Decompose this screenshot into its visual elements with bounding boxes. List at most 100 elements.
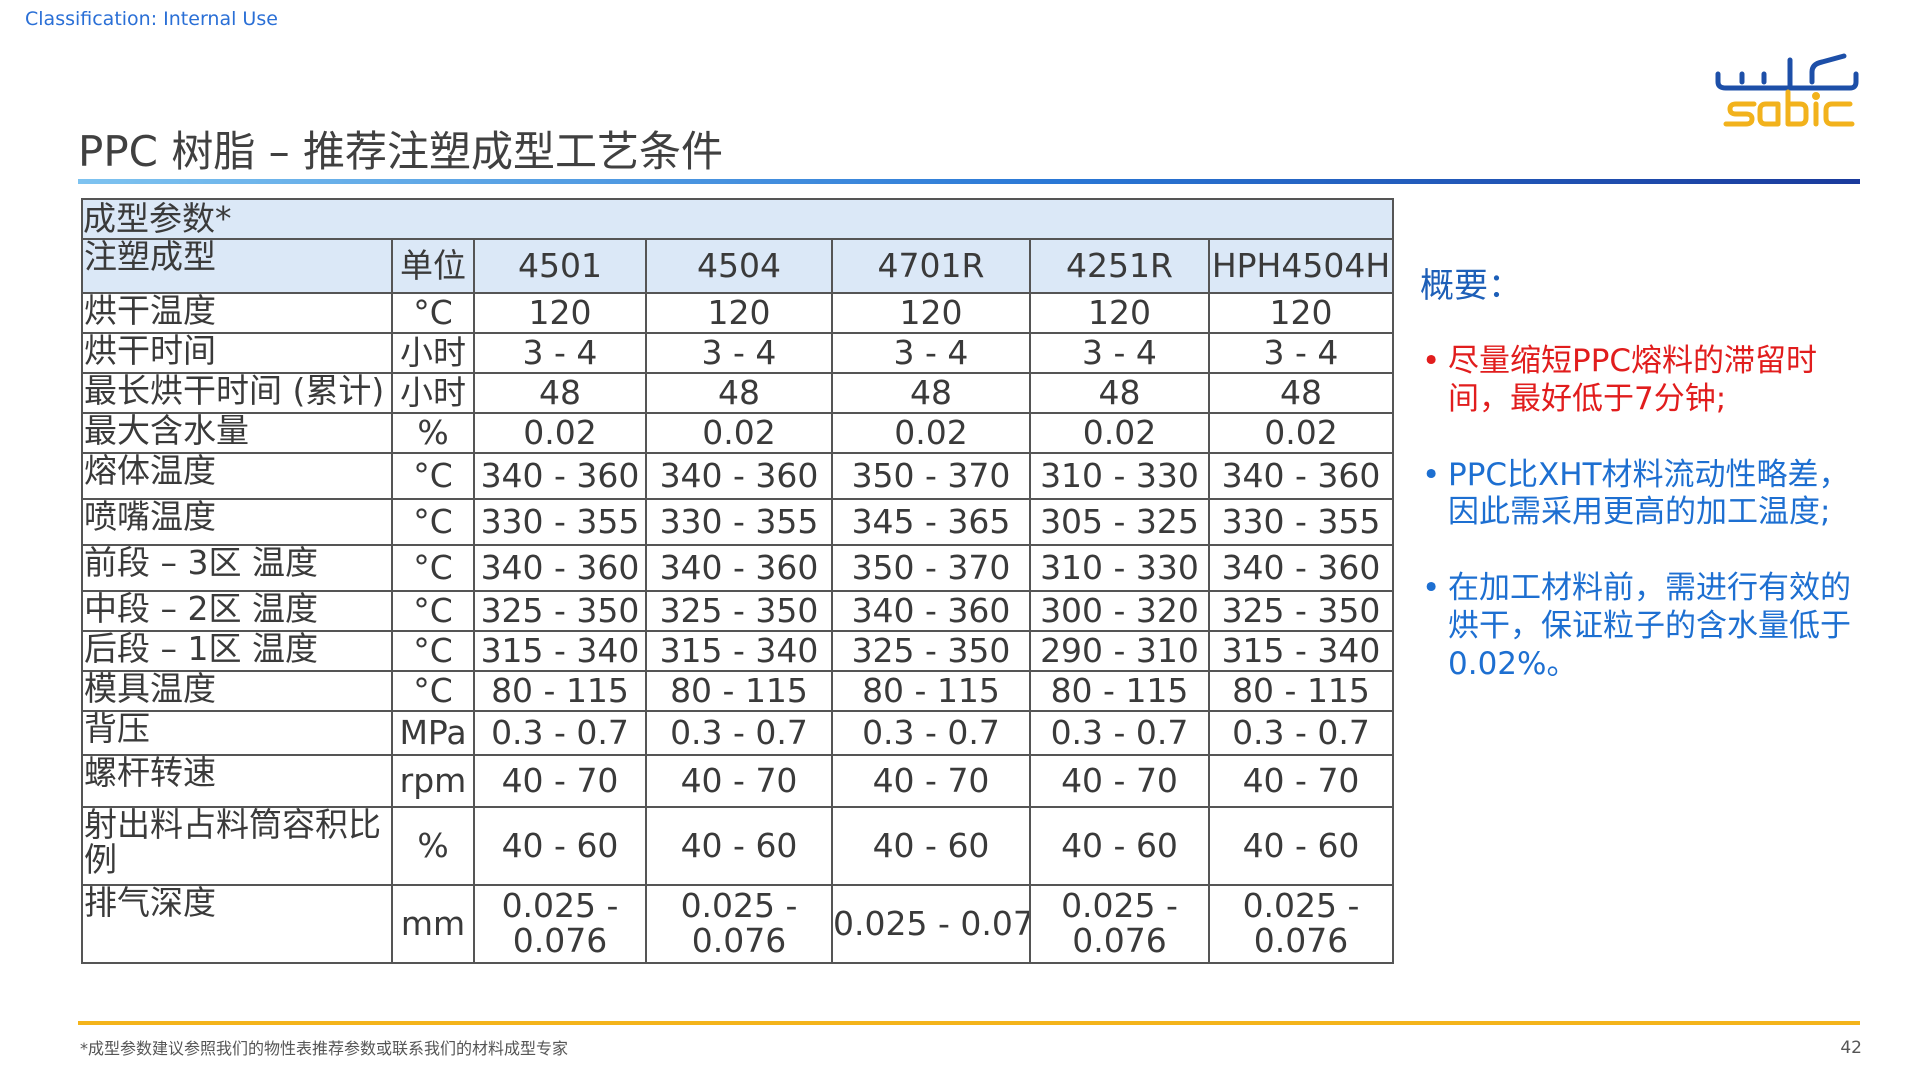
param-cell: 前段 – 3区 温度 — [81, 544, 393, 592]
value-cell: 3 - 4 — [1029, 332, 1210, 374]
value-cell: 340 - 360 — [1208, 452, 1394, 500]
value-cell: 340 - 360 — [1208, 544, 1394, 592]
value-cell: 80 - 115 — [473, 670, 647, 712]
value-cell: 120 — [473, 292, 647, 334]
summary-bullet: • PPC比XHT材料流动性略差，因此需采用更高的加工温度; — [1420, 457, 1860, 533]
value-cell: 120 — [645, 292, 833, 334]
table-row: 后段 – 1区 温度 °C 315 - 340 315 - 340 325 - 350 2… — [81, 630, 1394, 672]
value-cell: 340 - 360 — [645, 452, 833, 500]
value-cell: 40 - 70 — [645, 754, 833, 808]
value-cell: 48 — [473, 372, 647, 414]
slide-title: PPC 树脂 – 推荐注塑成型工艺条件 — [78, 127, 724, 176]
param-cell: 最大含水量 — [81, 412, 393, 454]
value-cell: 40 - 70 — [1029, 754, 1210, 808]
value-cell: 40 - 70 — [473, 754, 647, 808]
value-cell: 40 - 70 — [831, 754, 1031, 808]
value-cell: 0.02 — [473, 412, 647, 454]
unit-cell: mm — [391, 884, 475, 964]
table-row: 排气深度 mm 0.025 - 0.076 0.025 - 0.076 0.025 - … — [81, 884, 1394, 964]
param-cell: 后段 – 1区 温度 — [81, 630, 393, 672]
value-cell: 325 - 350 — [1208, 590, 1394, 632]
param-cell: 最长烘干时间 (累计) — [81, 372, 393, 414]
summary-panel: 概要： • 尽量缩短PPC熔料的滞留时间，最好低于7分钟; • PPC比XHT材料流动… — [1420, 258, 1860, 722]
value-cell: 330 - 355 — [473, 498, 647, 546]
unit-cell: °C — [391, 544, 475, 592]
param-cell: 模具温度 — [81, 670, 393, 712]
value-cell: 0.3 - 0.7 — [1029, 710, 1210, 756]
value-cell: 80 - 115 — [645, 670, 833, 712]
value-cell: 120 — [1029, 292, 1210, 334]
header-grade: 4504 — [645, 238, 833, 294]
value-cell: 40 - 60 — [1029, 806, 1210, 886]
value-cell: 305 - 325 — [1029, 498, 1210, 546]
value-cell: 315 - 340 — [473, 630, 647, 672]
table-group-label: 成型参数* — [81, 198, 1394, 240]
classification-label: Classification: Internal Use — [25, 8, 278, 30]
unit-cell: % — [391, 412, 475, 454]
unit-cell: °C — [391, 670, 475, 712]
summary-bullet: • 尽量缩短PPC熔料的滞留时间，最好低于7分钟; — [1420, 343, 1860, 419]
title-underline — [78, 179, 1860, 184]
value-cell: 300 - 320 — [1029, 590, 1210, 632]
value-cell: 0.025 - 0.076 — [473, 884, 647, 964]
table-row: 螺杆转速 rpm 40 - 70 40 - 70 40 - 70 40 - 70 40 - … — [81, 754, 1394, 808]
header-param: 注塑成型 — [81, 238, 393, 294]
value-cell: 310 - 330 — [1029, 544, 1210, 592]
value-cell: 0.025 - 0.076 — [1208, 884, 1394, 964]
summary-title: 概要： — [1420, 266, 1522, 306]
value-cell: 0.025 - 0.076 — [1029, 884, 1210, 964]
header-grade: 4701R — [831, 238, 1031, 294]
sabic-logo — [1715, 53, 1859, 127]
table-row: 射出料占料筒容积比例% 40 - 60 40 - 60 40 - 60 40 - 60 4… — [81, 806, 1394, 886]
bullet-text: PPC比XHT材料流动性略差，因此需采用更高的加工温度; — [1448, 456, 1850, 531]
table-header-row: 注塑成型 单位 4501 4504 4701R 4251R HPH4504H — [81, 238, 1394, 294]
bullet-text: 尽量缩短PPC熔料的滞留时间，最好低于7分钟; — [1448, 343, 1818, 417]
value-cell: 40 - 70 — [1208, 754, 1394, 808]
value-cell: 310 - 330 — [1029, 452, 1210, 500]
value-cell: 40 - 60 — [645, 806, 833, 886]
value-cell: 40 - 60 — [831, 806, 1031, 886]
param-cell: 背压 — [81, 710, 393, 756]
unit-cell: MPa — [391, 710, 475, 756]
header-unit: 单位 — [391, 238, 475, 294]
value-cell: 315 - 340 — [1208, 630, 1394, 672]
value-cell: 315 - 340 — [645, 630, 833, 672]
value-cell: 0.02 — [1029, 412, 1210, 454]
value-cell: 120 — [1208, 292, 1394, 334]
value-cell: 0.3 - 0.7 — [473, 710, 647, 756]
value-cell: 330 - 355 — [1208, 498, 1394, 546]
value-cell: 0.02 — [831, 412, 1031, 454]
param-cell: 螺杆转速 — [81, 754, 393, 808]
param-cell: 烘干时间 — [81, 332, 393, 374]
value-cell: 40 - 60 — [473, 806, 647, 886]
value-cell: 0.02 — [1208, 412, 1394, 454]
value-cell: 48 — [1029, 372, 1210, 414]
header-grade: HPH4504H — [1208, 238, 1394, 294]
param-cell: 射出料占料筒容积比例 — [81, 806, 393, 886]
value-cell: 0.3 - 0.7 — [1208, 710, 1394, 756]
table-row: 背压 MPa 0.3 - 0.7 0.3 - 0.7 0.3 - 0.7 0.3 - 0.… — [81, 710, 1394, 756]
value-cell: 0.025 - 0.076 — [831, 884, 1031, 964]
value-cell: 340 - 360 — [645, 544, 833, 592]
value-cell: 340 - 360 — [831, 590, 1031, 632]
value-cell: 80 - 115 — [1029, 670, 1210, 712]
value-cell: 3 - 4 — [1208, 332, 1394, 374]
value-cell: 3 - 4 — [645, 332, 833, 374]
table-row: 前段 – 3区 温度 °C 340 - 360 340 - 360 350 - 370 3… — [81, 544, 1394, 592]
value-cell: 0.02 — [645, 412, 833, 454]
unit-cell: 小时 — [391, 332, 475, 374]
value-cell: 40 - 60 — [1208, 806, 1394, 886]
value-cell: 48 — [645, 372, 833, 414]
value-cell: 340 - 360 — [473, 452, 647, 500]
table-row: 模具温度 °C 80 - 115 80 - 115 80 - 115 80 - 115 80… — [81, 670, 1394, 712]
value-cell: 0.3 - 0.7 — [831, 710, 1031, 756]
unit-cell: rpm — [391, 754, 475, 808]
param-cell: 中段 – 2区 温度 — [81, 590, 393, 632]
value-cell: 0.025 - 0.076 — [645, 884, 833, 964]
value-cell: 325 - 350 — [831, 630, 1031, 672]
value-cell: 340 - 360 — [473, 544, 647, 592]
unit-cell: 小时 — [391, 372, 475, 414]
summary-list: • 尽量缩短PPC熔料的滞留时间，最好低于7分钟; • PPC比XHT材料流动性略差，… — [1420, 343, 1860, 684]
value-cell: 48 — [1208, 372, 1394, 414]
